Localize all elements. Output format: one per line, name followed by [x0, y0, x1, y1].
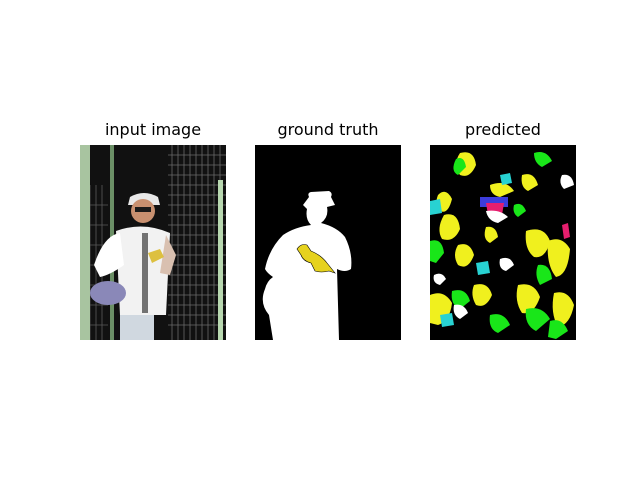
panel-title-predicted: predicted — [465, 120, 541, 139]
bird-mask — [296, 244, 336, 274]
panel-title-input-image: input image — [104, 120, 202, 139]
ground-truth-mask — [255, 145, 401, 340]
person — [90, 193, 176, 340]
person-mask — [262, 191, 352, 340]
input-image — [80, 145, 226, 340]
panel-title-ground-truth: ground truth — [277, 120, 379, 139]
predicted-mask — [430, 145, 576, 340]
predicted-blobs — [430, 152, 574, 339]
